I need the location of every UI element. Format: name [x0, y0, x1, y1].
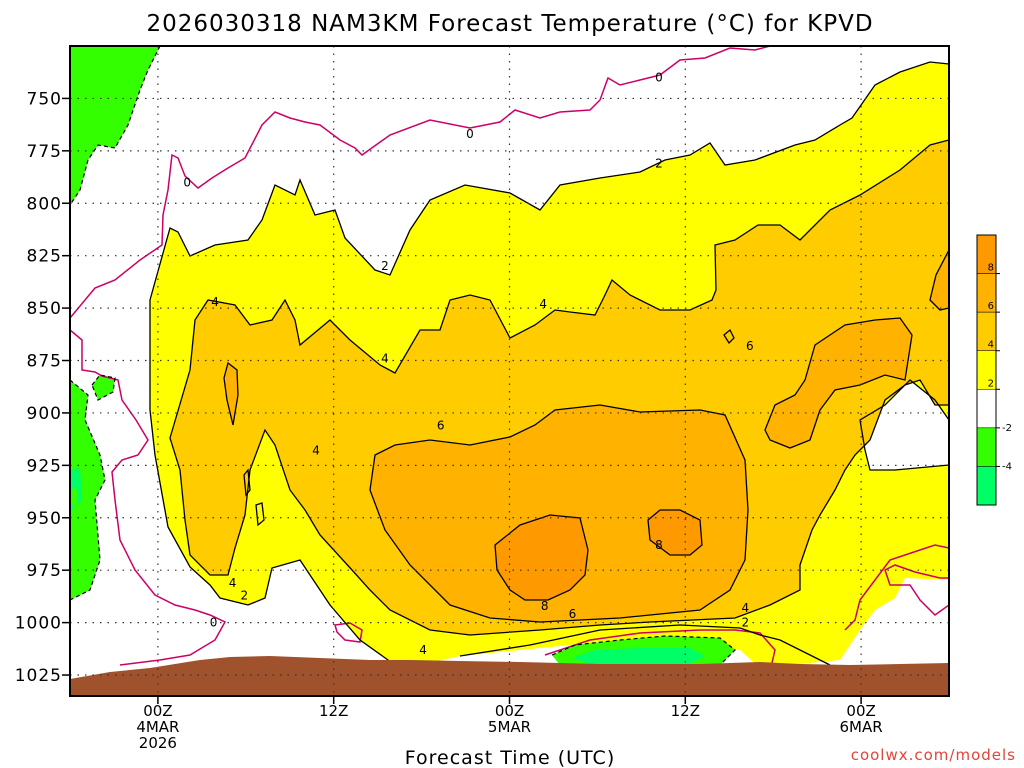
contour-neg2-left	[70, 379, 106, 601]
temp-region-8plus-b	[648, 510, 702, 555]
contour-label: 6	[437, 419, 445, 433]
contour-2-line	[149, 61, 949, 301]
contour-2-lower	[149, 300, 396, 666]
y-tick-label: 950	[27, 509, 62, 529]
temp-region-cold-left-b	[92, 375, 115, 400]
x-axis-title: Forecast Time (UTC)	[405, 747, 615, 768]
y-tick-label: 1025	[15, 666, 62, 686]
temp-region-4to6	[170, 140, 949, 635]
colorbar-label: 2	[988, 378, 994, 389]
colorbar-label: 8	[988, 263, 994, 274]
y-tick-label: 925	[27, 456, 62, 476]
x-tick-label: 00Z	[846, 702, 875, 720]
colorbar-label: 4	[988, 340, 994, 351]
y-tick-label: 750	[27, 89, 62, 109]
temp-region-8plus	[495, 515, 588, 600]
contour-label: 0	[655, 70, 663, 84]
temp-region-cold-left-c	[70, 488, 78, 505]
temp-region-cold-topleft	[70, 46, 160, 205]
credit-link[interactable]: coolwx.com/models	[851, 746, 1016, 764]
contour-4-blob	[723, 328, 735, 345]
contour-2-right	[859, 379, 949, 471]
contour-label: 4	[312, 444, 320, 458]
contour-6-line-b	[764, 317, 913, 449]
contour-8-line-b	[647, 509, 703, 556]
colorbar-label: 6	[988, 301, 994, 312]
temp-region-cold-left	[70, 380, 105, 600]
contour-label: 6	[746, 339, 754, 353]
y-tick-label: 850	[27, 299, 62, 319]
colorbar-swatch	[976, 427, 997, 467]
contour-label: 4	[419, 643, 427, 657]
contour-0-blob	[334, 622, 363, 643]
contour-label: 0	[183, 175, 191, 189]
contour-4-bottom	[469, 379, 949, 636]
chart-title: 2026030318 NAM3KM Forecast Temperature (…	[146, 11, 873, 37]
contour-2-bottom	[459, 624, 831, 666]
y-tick-label: 875	[27, 352, 62, 372]
contour-0-left	[70, 329, 227, 666]
contour-6-line-d	[929, 249, 949, 311]
temp-region-6to8-b	[765, 318, 912, 448]
temp-region-6to8-c	[224, 363, 238, 425]
contour-0-top	[70, 46, 771, 319]
x-tick-label: 00Z	[143, 702, 172, 720]
contour-4-lower	[169, 369, 471, 636]
contour-neg2-left-b	[91, 374, 116, 401]
colorbar-label: -4	[1002, 461, 1012, 472]
y-tick-label: 900	[27, 404, 62, 424]
contour-label: 4	[539, 297, 547, 311]
y-axis-ticks: 750 775 800 825 850 875 900 925 950 975 1000 1025	[15, 89, 70, 686]
colorbar-swatch	[976, 466, 997, 506]
colorbar-swatch	[976, 389, 997, 429]
x-tick-label: 00Z	[495, 702, 524, 720]
colorbar-frame	[976, 234, 997, 506]
x-tick-label: 5MAR	[488, 718, 531, 736]
colorbar-label: -2	[1002, 423, 1012, 434]
contour-4-blob-b	[243, 468, 251, 497]
contour-label: 2	[241, 588, 249, 602]
x-tick-label: 12Z	[671, 702, 700, 720]
y-tick-label: 1000	[15, 614, 62, 634]
y-tick-label: 800	[27, 194, 62, 214]
contour-label: 8	[655, 538, 663, 552]
x-tick-label: 2026	[139, 734, 177, 752]
contour-label: 2	[655, 156, 663, 170]
x-tick-label: 6MAR	[840, 718, 883, 736]
y-tick-label: 775	[27, 142, 62, 162]
contour-label: 4	[381, 351, 389, 365]
contour-label: 0	[210, 616, 218, 630]
contour-label: 4	[211, 295, 219, 309]
contour-0-bottom	[544, 629, 776, 664]
temp-region-6to8-d	[930, 250, 949, 310]
temp-region-6to8	[370, 405, 748, 622]
contour-4-line	[189, 139, 949, 374]
contour-8-line	[494, 514, 589, 601]
y-tick-label: 975	[27, 561, 62, 581]
contour-neg2-bottom	[551, 635, 736, 666]
contour-label: 4	[229, 576, 237, 590]
plot-area	[70, 46, 949, 696]
contour-label: 6	[569, 607, 577, 621]
contour-6-line-c	[223, 361, 239, 426]
contour-label: 2	[742, 616, 750, 630]
contour-label: 4	[742, 601, 750, 615]
contour-0-right-b	[884, 564, 949, 616]
contour-label: 2	[381, 259, 389, 273]
x-tick-label: 12Z	[319, 702, 348, 720]
x-tick-label: 4MAR	[136, 718, 179, 736]
contour-label: 0	[466, 127, 474, 141]
contour-4-blob-c	[255, 502, 265, 527]
temp-region-cold-bottom-deep	[572, 648, 705, 664]
contour-label: 8	[541, 599, 549, 613]
y-tick-label: 825	[27, 247, 62, 267]
contour-0-right	[844, 544, 949, 631]
colorbar: 8 6 4 2 -2 -4	[976, 234, 1012, 506]
